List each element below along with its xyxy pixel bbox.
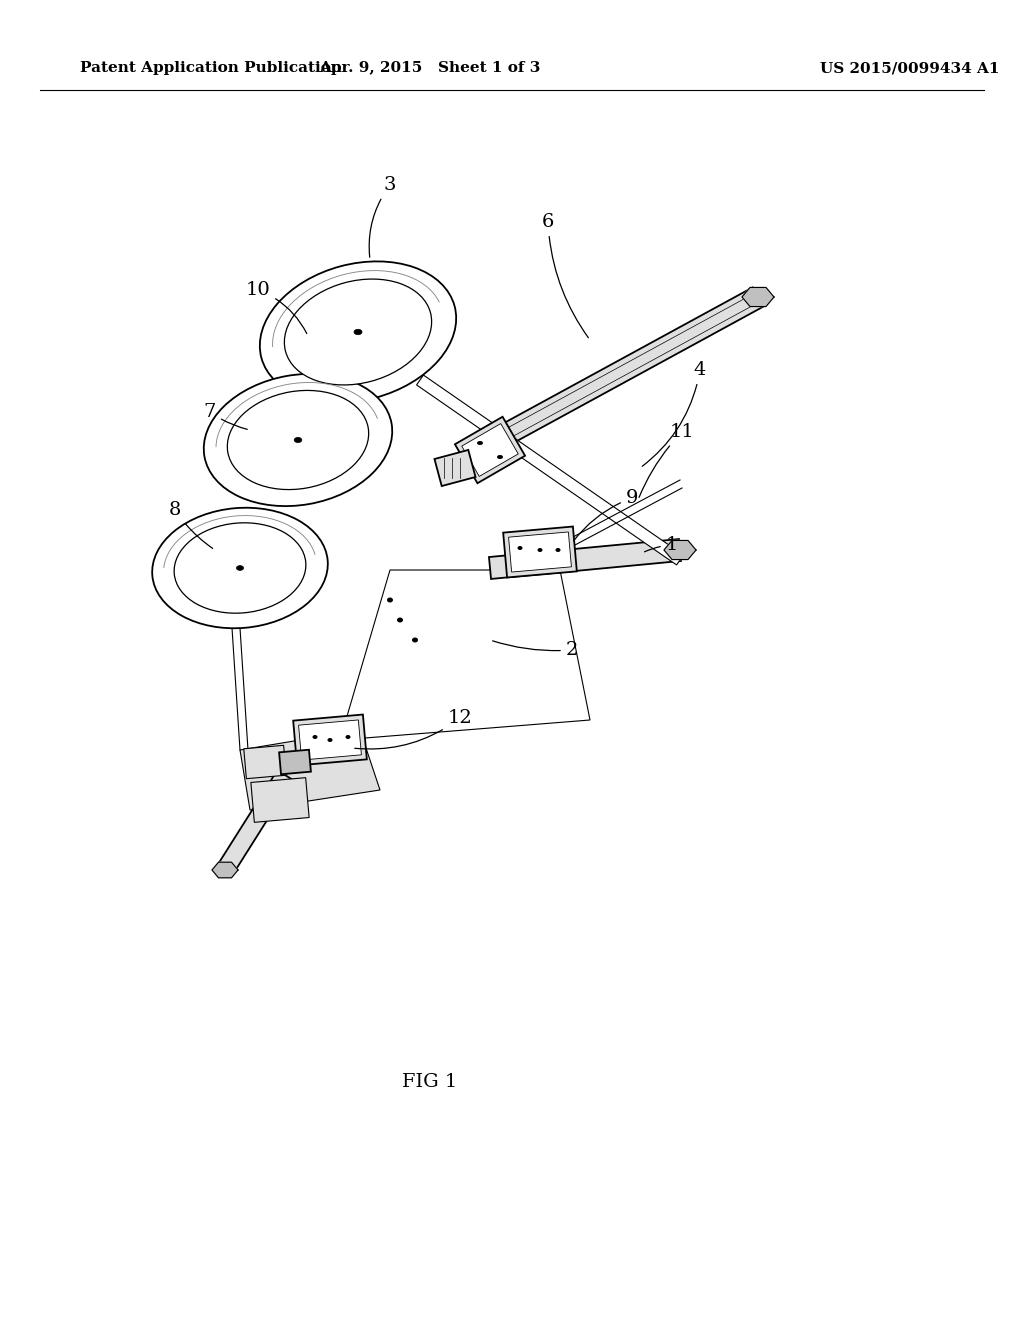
Bar [434,450,475,486]
Bar [455,417,525,483]
Text: 10: 10 [246,281,307,334]
Ellipse shape [477,441,483,445]
Ellipse shape [328,738,333,742]
Text: 2: 2 [493,640,579,659]
Bar [503,527,577,577]
Text: 4: 4 [642,360,707,466]
Text: 8: 8 [169,502,213,548]
Polygon shape [664,540,696,560]
Ellipse shape [260,261,456,403]
Ellipse shape [174,523,306,614]
Bar [299,719,361,760]
Ellipse shape [354,329,362,335]
Ellipse shape [312,735,317,739]
Ellipse shape [387,598,393,602]
Ellipse shape [538,548,543,552]
Ellipse shape [345,735,350,739]
Bar [217,770,293,875]
Ellipse shape [397,618,403,623]
Ellipse shape [517,546,522,550]
Text: US 2015/0099434 A1: US 2015/0099434 A1 [820,61,999,75]
Polygon shape [742,288,774,306]
Bar [293,714,367,766]
Ellipse shape [204,374,392,506]
Text: 6: 6 [542,213,589,338]
Text: 7: 7 [204,403,248,429]
Ellipse shape [227,391,369,490]
Bar [462,424,518,477]
Bar [280,750,311,775]
Ellipse shape [412,638,418,643]
Ellipse shape [153,508,328,628]
Ellipse shape [294,437,302,442]
Text: 9: 9 [573,488,638,541]
Bar [509,532,571,572]
Ellipse shape [285,279,432,385]
Text: 1: 1 [644,536,678,554]
Text: Apr. 9, 2015   Sheet 1 of 3: Apr. 9, 2015 Sheet 1 of 3 [319,61,541,75]
Polygon shape [340,570,590,741]
Polygon shape [240,730,380,810]
Text: 3: 3 [370,176,396,257]
Bar [251,777,309,822]
Bar [417,375,683,565]
Text: 11: 11 [639,422,694,498]
Bar [467,288,763,462]
Text: FIG 1: FIG 1 [402,1073,458,1092]
Ellipse shape [555,548,560,552]
Ellipse shape [237,565,244,570]
Ellipse shape [497,455,503,459]
Bar [244,746,287,779]
Text: 12: 12 [354,709,472,748]
Text: Patent Application Publication: Patent Application Publication [80,61,342,75]
Polygon shape [212,862,238,878]
Bar [489,539,681,579]
